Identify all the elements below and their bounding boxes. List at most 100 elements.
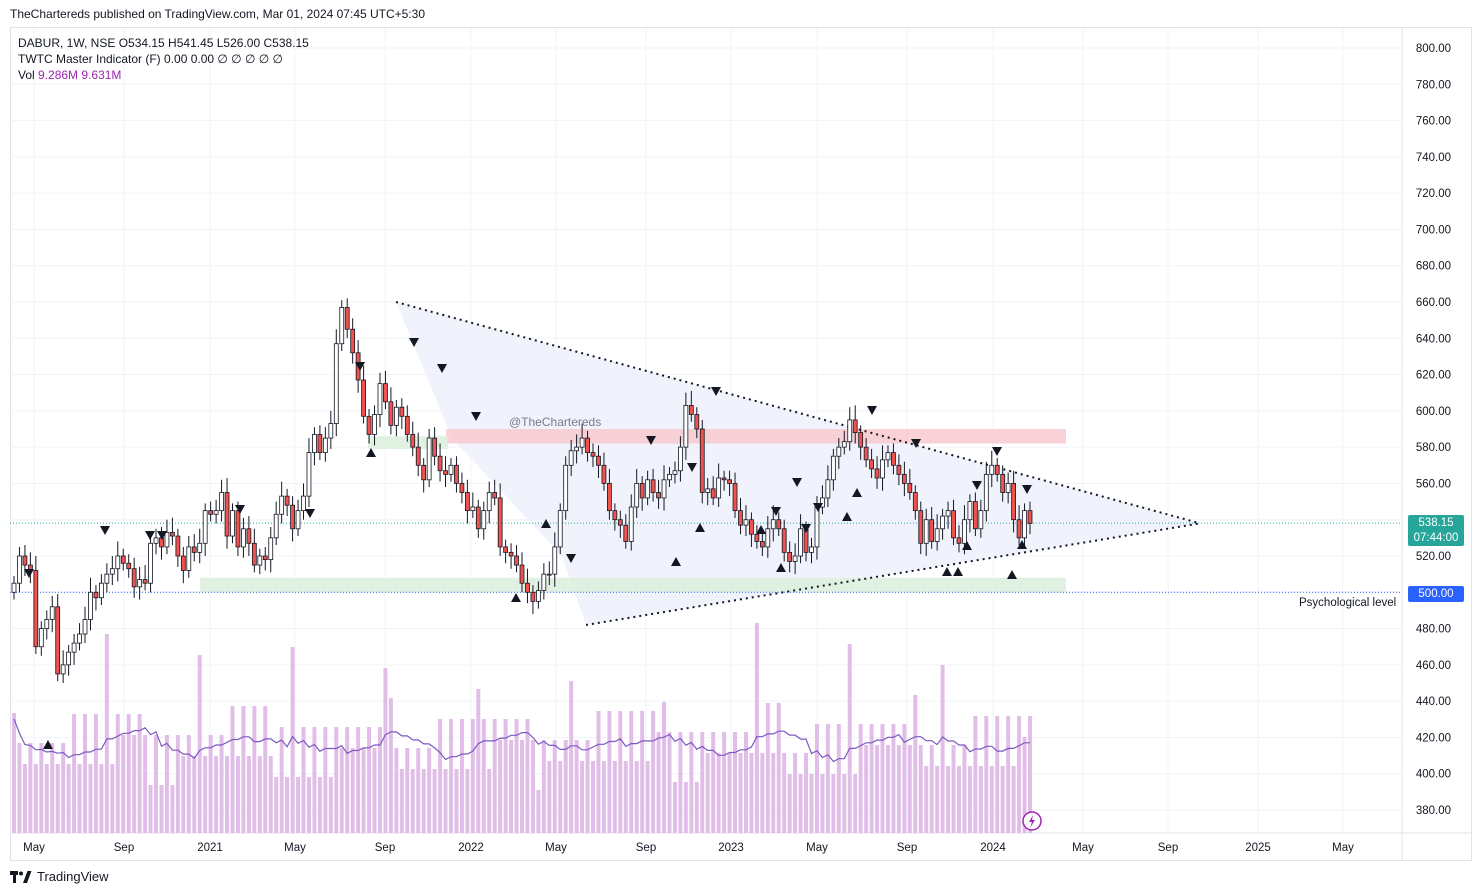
candle-down <box>33 570 39 648</box>
candle-up <box>705 488 711 493</box>
volume-bar <box>235 756 240 833</box>
sell-signal-marker <box>646 436 656 445</box>
candle-up <box>792 555 798 562</box>
volume-bar <box>110 764 115 833</box>
candle-up <box>923 519 929 544</box>
y-tick-label: 420.00 <box>1416 732 1451 744</box>
candle-down <box>159 537 164 548</box>
indicator-legend[interactable]: TWTC Master Indicator (F) 0.00 0.00 ∅ ∅ … <box>18 52 283 66</box>
volume-bar <box>585 740 590 833</box>
volume-bar <box>1006 716 1011 833</box>
volume-bar <box>814 724 819 833</box>
volume-bar <box>367 727 372 833</box>
volume-bar <box>924 766 929 833</box>
volume-bar <box>672 782 677 833</box>
candle-up <box>11 582 17 593</box>
volume-bar <box>689 732 694 833</box>
x-tick-label: Sep <box>897 842 917 854</box>
volume-bar <box>607 711 612 833</box>
volume-bar <box>306 777 311 833</box>
y-tick-label: 660.00 <box>1416 297 1451 309</box>
volume-bar <box>416 748 421 833</box>
volume-bar <box>55 764 60 833</box>
candle-up <box>257 555 263 566</box>
volume-bar <box>700 732 705 833</box>
candle-up <box>148 542 153 584</box>
volume-bar <box>88 764 93 833</box>
sell-signal-marker <box>1022 485 1032 494</box>
volume-bar <box>350 748 355 833</box>
sell-signal-marker <box>867 406 877 415</box>
psychological-level-label: Psychological level <box>1299 597 1397 609</box>
candle-down <box>688 405 694 415</box>
candle-down <box>131 568 137 588</box>
volume-bar <box>793 753 798 833</box>
candle-up <box>197 542 203 553</box>
candle-down <box>525 582 530 593</box>
volume-bar <box>940 665 945 833</box>
volume-bar <box>1022 737 1027 833</box>
candle-down <box>251 542 257 566</box>
volume-bar <box>170 785 175 833</box>
buy-signal-marker <box>695 523 705 532</box>
volume-bar <box>427 748 432 833</box>
candle-up <box>82 619 88 635</box>
volume-bar <box>591 761 595 833</box>
candle-up <box>546 573 552 576</box>
volume-bar <box>711 732 716 833</box>
volume-bar <box>61 743 66 833</box>
volume-bar <box>645 761 650 833</box>
volume-bar <box>842 774 847 833</box>
candle-down <box>262 555 268 561</box>
volume-bar <box>66 764 71 833</box>
volume-bar <box>356 727 361 833</box>
candle-down <box>514 555 519 566</box>
x-tick-label: Sep <box>1158 842 1178 854</box>
symbol-legend[interactable]: DABUR, 1W, NSE O534.15 H541.45 L526.00 C… <box>18 36 309 50</box>
x-tick-label: 2022 <box>458 842 484 854</box>
candle-up <box>328 423 334 439</box>
volume-bar <box>733 732 738 833</box>
volume-bar <box>230 706 235 833</box>
sell-signal-marker <box>801 524 811 533</box>
candle-down <box>93 591 99 599</box>
candle-up <box>312 434 317 453</box>
x-tick-label: May <box>284 842 306 854</box>
footer-brand: TradingView <box>37 869 109 884</box>
volume-bar <box>290 647 295 833</box>
candle-down <box>235 510 241 548</box>
sell-signal-marker <box>792 478 802 487</box>
volume-bar <box>743 732 748 833</box>
volume-bar <box>776 703 781 833</box>
y-tick-label: 600.00 <box>1416 406 1451 418</box>
sell-signal-marker <box>437 364 447 373</box>
volume-bar <box>33 764 38 833</box>
candle-down <box>443 470 448 475</box>
volume-bar <box>143 735 148 833</box>
candle-down <box>601 464 607 484</box>
volume-legend[interactable]: Vol 9.286M 9.631M <box>18 67 121 83</box>
volume-bar <box>334 727 339 833</box>
volume-bar <box>541 740 546 833</box>
volume-bar <box>809 774 814 833</box>
candle-up <box>77 633 82 644</box>
volume-bar <box>678 732 683 833</box>
y-tick-label: 380.00 <box>1416 805 1451 817</box>
volume-bar <box>410 769 415 833</box>
volume-bar <box>580 761 585 833</box>
candle-up <box>830 455 836 481</box>
candle-down <box>699 428 705 493</box>
volume-bar <box>978 766 983 833</box>
volume-bar <box>738 753 743 833</box>
candle-down <box>585 437 590 453</box>
sell-signal-marker <box>972 481 982 490</box>
volume-bar <box>530 740 535 833</box>
volume-bar <box>913 695 918 833</box>
candle-up <box>481 510 487 530</box>
volume-bar <box>782 753 787 833</box>
volume-bar <box>28 743 33 833</box>
candle-up <box>814 506 820 548</box>
candle-down <box>224 492 230 537</box>
candle-down <box>858 432 864 448</box>
